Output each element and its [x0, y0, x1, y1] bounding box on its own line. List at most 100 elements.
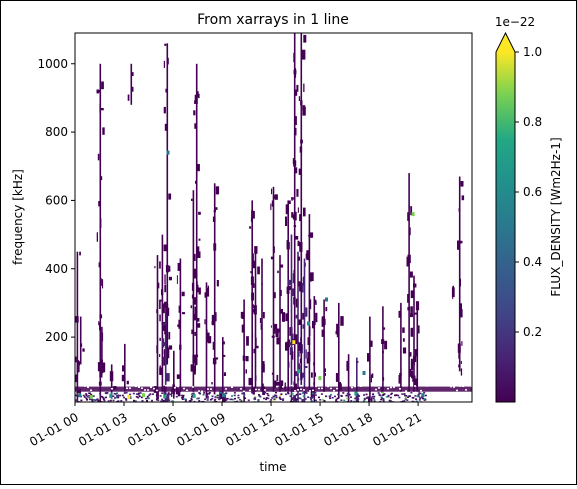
burst-2-speckle: [99, 278, 102, 286]
low-frequency-speckle: [257, 399, 260, 401]
burst-28-speckle: [299, 242, 303, 252]
low-frequency-speckle: [383, 393, 386, 395]
burst-3-speckle: [100, 366, 103, 372]
burst-2-speckle: [97, 153, 100, 161]
burst-23-speckle: [279, 264, 284, 268]
burst-0: [76, 251, 79, 402]
band-gap: [420, 389, 422, 392]
low-frequency-speckle: [419, 392, 422, 395]
burst-13-speckle: [191, 329, 195, 335]
band-gap: [303, 389, 305, 391]
low-frequency-speckle: [314, 399, 317, 402]
burst-10-speckle: [168, 265, 171, 270]
low-frequency-speckle: [218, 396, 221, 399]
band-gap: [393, 386, 395, 388]
burst-8: [161, 234, 164, 392]
hot-spot-16: [411, 212, 415, 217]
low-frequency-speckle: [164, 399, 166, 402]
burst-2-speckle: [100, 108, 104, 111]
low-frequency-speckle: [280, 393, 283, 395]
burst-26-speckle: [293, 160, 297, 167]
low-frequency-speckle: [265, 397, 268, 399]
burst-26-speckle: [295, 298, 299, 308]
low-frequency-speckle: [82, 394, 85, 397]
burst-24-speckle: [285, 204, 288, 215]
burst-22-speckle: [271, 372, 274, 375]
burst-19-speckle: [251, 292, 254, 301]
burst-19-speckle: [253, 211, 255, 219]
burst-28-speckle: [299, 214, 302, 222]
low-frequency-speckle: [211, 395, 214, 398]
low-frequency-speckle: [156, 398, 158, 401]
colorbar-tick-label: 0.4: [523, 255, 542, 269]
burst-11-speckle: [171, 389, 173, 397]
burst-26-speckle: [295, 89, 298, 96]
burst-25-speckle: [290, 333, 294, 343]
low-frequency-speckle: [310, 400, 313, 402]
low-frequency-speckle: [403, 400, 406, 402]
burst-17-speckle: [223, 354, 226, 357]
low-frequency-speckle: [160, 400, 163, 402]
burst-25-speckle: [289, 342, 293, 346]
burst-41-speckle: [413, 312, 417, 315]
y-tick-label: 600: [45, 193, 68, 207]
burst-39-speckle: [407, 212, 410, 221]
low-frequency-speckle: [275, 396, 278, 399]
low-frequency-speckle: [285, 393, 288, 396]
colorbar-tick-label: 0.2: [523, 325, 542, 339]
burst-22-speckle: [270, 256, 274, 260]
colorbar-gradient: [496, 52, 515, 402]
low-frequency-speckle: [294, 400, 297, 402]
low-frequency-speckle: [109, 399, 112, 402]
burst-1: [79, 316, 82, 365]
low-frequency-speckle: [402, 400, 404, 402]
burst-37: [382, 306, 384, 392]
burst-43-speckle: [460, 181, 464, 187]
burst-16-speckle: [214, 207, 218, 210]
colorbar: 0.2 0.4 0.6 0.8 1.0 1e−22 FLUX_DENSITY [Wm2H…: [495, 15, 563, 403]
burst-39-speckle: [410, 306, 413, 314]
low-frequency-speckle: [183, 398, 186, 400]
low-frequency-speckle: [365, 397, 368, 399]
burst-27-speckle: [298, 363, 300, 372]
low-frequency-speckle: [266, 393, 269, 395]
burst-43-speckle: [461, 195, 465, 201]
low-frequency-speckle: [296, 393, 298, 396]
low-frequency-speckle: [330, 393, 333, 396]
burst-9-speckle: [163, 389, 167, 395]
y-axis: 200 400 600 800 1000: [37, 57, 75, 344]
y-tick-label: 200: [45, 330, 68, 344]
burst-26-speckle: [294, 167, 298, 174]
burst-19-speckle: [252, 332, 254, 338]
burst-18-speckle: [240, 312, 242, 319]
low-frequency-speckle: [114, 397, 116, 399]
low-frequency-speckle: [274, 394, 276, 397]
burst-31-speckle: [313, 382, 315, 385]
burst-30-speckle: [308, 234, 310, 237]
low-frequency-speckle: [203, 392, 206, 394]
low-frequency-speckle: [304, 398, 307, 400]
band-gap: [351, 386, 353, 389]
colorbar-extend-max-triangle: [496, 33, 515, 52]
burst-10-speckle: [164, 123, 168, 131]
burst-16: [213, 183, 216, 392]
low-frequency-speckle: [363, 394, 365, 396]
burst-7-speckle: [159, 365, 161, 375]
burst-27-speckle: [298, 378, 300, 381]
low-frequency-speckle: [321, 399, 324, 401]
burst-10-speckle: [168, 331, 171, 340]
band-gap: [126, 387, 128, 389]
low-frequency-speckle: [347, 394, 349, 397]
burst-16-speckle: [215, 312, 217, 322]
low-frequency-speckle: [220, 394, 223, 396]
burst-31: [313, 296, 316, 402]
low-frequency-speckle: [90, 393, 93, 396]
burst-43-speckle: [461, 341, 463, 346]
low-frequency-speckle: [94, 399, 97, 402]
burst-26-speckle: [293, 225, 297, 228]
low-frequency-speckle: [269, 400, 272, 402]
burst-24-speckle: [285, 313, 289, 322]
burst-12-speckle: [178, 319, 180, 329]
burst-15-speckle: [206, 329, 208, 334]
